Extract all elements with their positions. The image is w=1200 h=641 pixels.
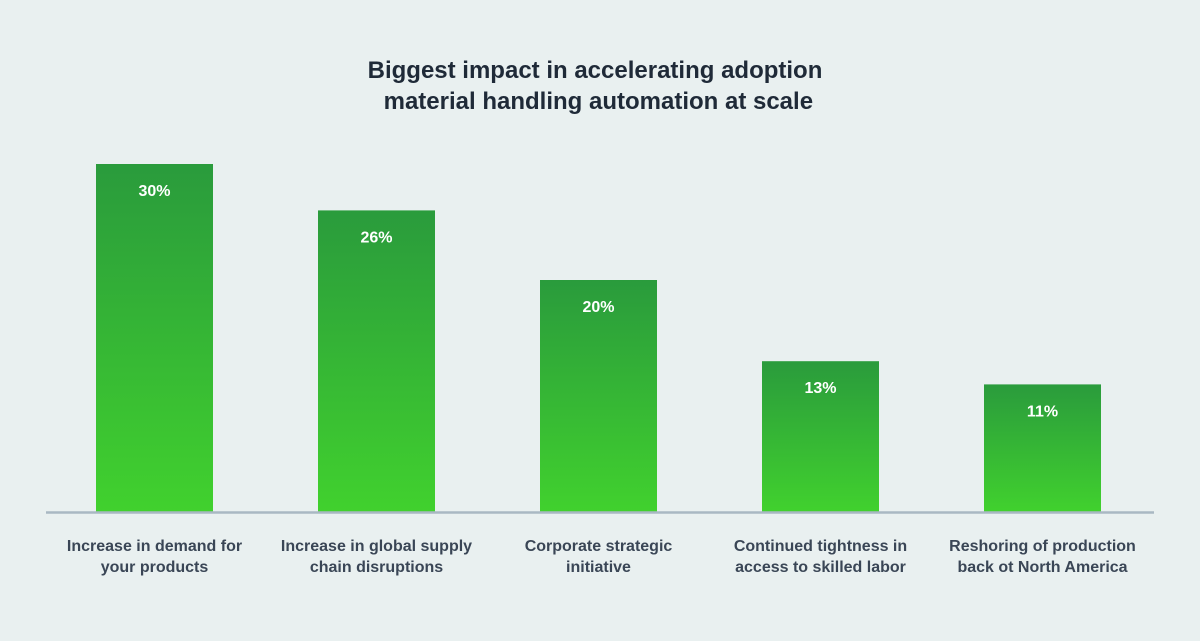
category-label: back ot North America — [957, 559, 1127, 576]
category-label: access to skilled labor — [735, 559, 906, 576]
bar — [540, 280, 657, 512]
bar — [762, 361, 879, 512]
bar-value-label: 20% — [582, 299, 614, 316]
chart-title-line-1: Biggest impact in accelerating adoption — [367, 57, 823, 84]
category-label: Increase in demand for — [67, 538, 242, 555]
category-label: Reshoring of production — [949, 538, 1136, 555]
chart-title-line-2: material handling automation at scale — [376, 88, 814, 115]
bar — [984, 384, 1101, 512]
bar — [318, 210, 435, 512]
category-label: Increase in global supply — [281, 538, 472, 555]
chart-title: Biggest impact in accelerating adoption … — [0, 55, 1190, 117]
bar — [96, 164, 213, 512]
bar-value-label: 11% — [1027, 403, 1058, 420]
category-label: chain disruptions — [310, 559, 443, 576]
bar-value-label: 13% — [804, 380, 836, 397]
category-label: your products — [101, 559, 209, 576]
category-label: initiative — [566, 559, 631, 576]
category-label: Continued tightness in — [734, 538, 907, 555]
bar-value-label: 30% — [138, 183, 170, 200]
bar-value-label: 26% — [360, 229, 392, 246]
category-label: Corporate strategic — [525, 538, 673, 555]
